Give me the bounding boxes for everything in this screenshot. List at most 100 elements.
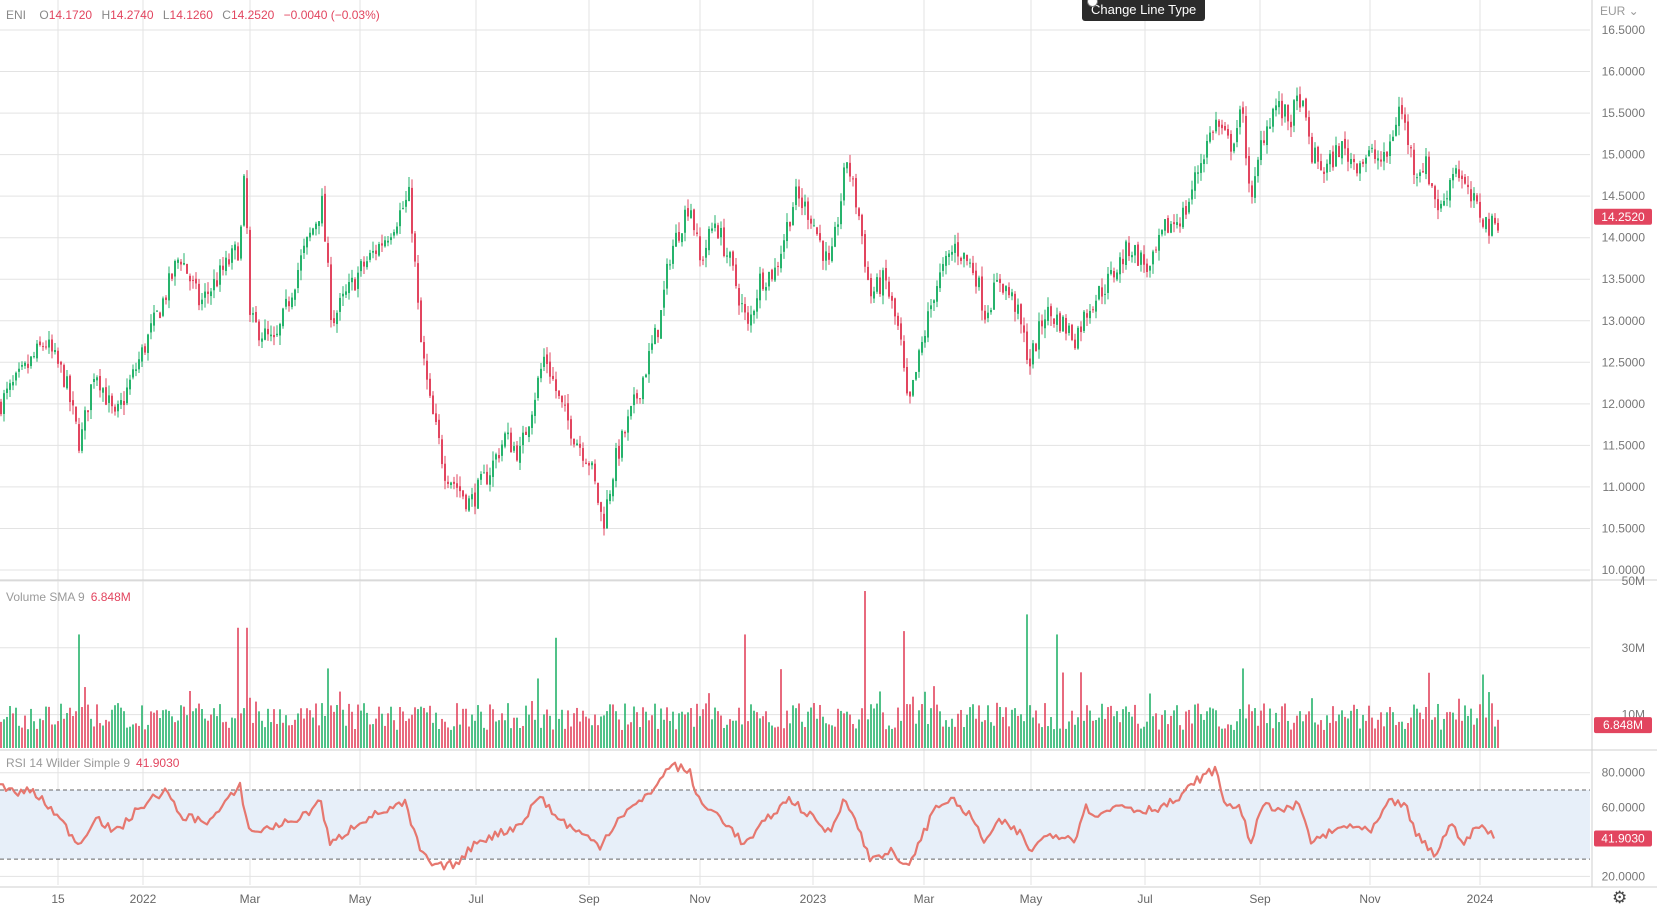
candle-body [234,244,236,251]
volume-bar [960,709,962,748]
volume-bar [948,726,950,748]
candle-body [867,266,869,281]
candle-body [1017,304,1019,314]
candle-body [1101,287,1103,297]
volume-bar [129,726,131,748]
volume-bar [1041,727,1043,748]
volume-bar [408,718,410,748]
candle-body [687,208,689,217]
candle-body [819,233,821,241]
candle-body [1002,283,1004,293]
candle-body [219,265,221,285]
volume-bar [1029,705,1031,748]
volume-bar [390,706,392,748]
candle-body [585,462,587,464]
tooltip-handle-icon [1087,0,1098,7]
volume-bar [183,706,185,748]
candle-body [1404,114,1406,123]
volume-bar [903,631,905,748]
candle-body [960,257,962,261]
candle-body [822,240,824,261]
volume-bar [1494,726,1496,748]
volume-bar [456,703,458,748]
volume-bar [675,729,677,748]
candle-body [663,289,665,308]
volume-bar [510,728,512,748]
volume-bar [513,717,515,748]
volume-bar [1014,708,1016,748]
gear-icon[interactable]: ⚙ [1612,888,1628,907]
volume-bar [1332,706,1334,748]
candle-body [216,280,218,287]
candle-body [915,372,917,380]
candle-body [1191,189,1193,200]
volume-bar [1137,723,1139,748]
candle-body [699,236,701,261]
volume-bar [1329,722,1331,748]
candle-body [1401,105,1403,115]
candle-body [1125,241,1127,266]
candle-body [204,291,206,298]
volume-bar [1260,710,1262,748]
candle-body [891,295,893,301]
x-tick-label: Nov [689,892,710,906]
volume-bar [87,704,89,748]
volume-bar [1146,721,1148,748]
candle-body [462,490,464,497]
volume-bar [1083,720,1085,748]
currency-dropdown[interactable]: EUR ⌄ [1600,4,1639,18]
volume-bar [660,708,662,748]
volume-bar [24,715,26,748]
candle-body [213,278,215,291]
volume-bar [1368,705,1370,748]
candle-body [1110,269,1112,274]
volume-bar [309,710,311,748]
candle-body [1137,244,1139,266]
volume-bar [1098,717,1100,748]
volume-bar [891,728,893,748]
volume-bar [366,712,368,748]
volume-bar [222,722,224,748]
volume-bar [600,716,602,748]
candle-body [1113,271,1115,278]
candle-body [738,288,740,306]
candle-body [1272,108,1274,127]
volume-bar [969,707,971,748]
volume-bar [522,725,524,748]
candle-body [135,369,137,371]
candle-body [939,272,941,289]
candle-body [78,424,80,451]
volume-bar [171,716,173,748]
candle-body [1224,125,1226,130]
volume-bar [1314,722,1316,748]
volume-bar [807,711,809,748]
candle-body [174,260,176,277]
price-tick-label: 12.0000 [1602,397,1646,411]
volume-bar [51,724,53,748]
volume-bar [9,706,11,748]
candle-body [1428,156,1430,185]
candle-body [366,261,368,268]
candle-body [720,227,722,238]
volume-bar [912,696,914,748]
change-line-type-tooltip[interactable]: Change Line Type [1082,0,1206,21]
candle-body [1062,316,1064,332]
candle-body [1104,293,1106,295]
volume-bar [864,591,866,748]
candle-body [660,310,662,339]
candle-body [591,462,593,466]
volume-bar [813,703,815,748]
candle-body [531,414,533,428]
candle-body [1473,193,1475,201]
volume-bar [1209,707,1211,748]
candle-body [1131,255,1133,258]
candle-body [1305,98,1307,118]
volume-bar [876,703,878,748]
volume-bar [1383,726,1385,748]
volume-bar [1278,722,1280,748]
candle-body [1458,169,1460,178]
candle-body [69,375,71,403]
volume-bar [894,727,896,748]
candle-body [1326,163,1328,173]
candle-body [324,193,326,242]
